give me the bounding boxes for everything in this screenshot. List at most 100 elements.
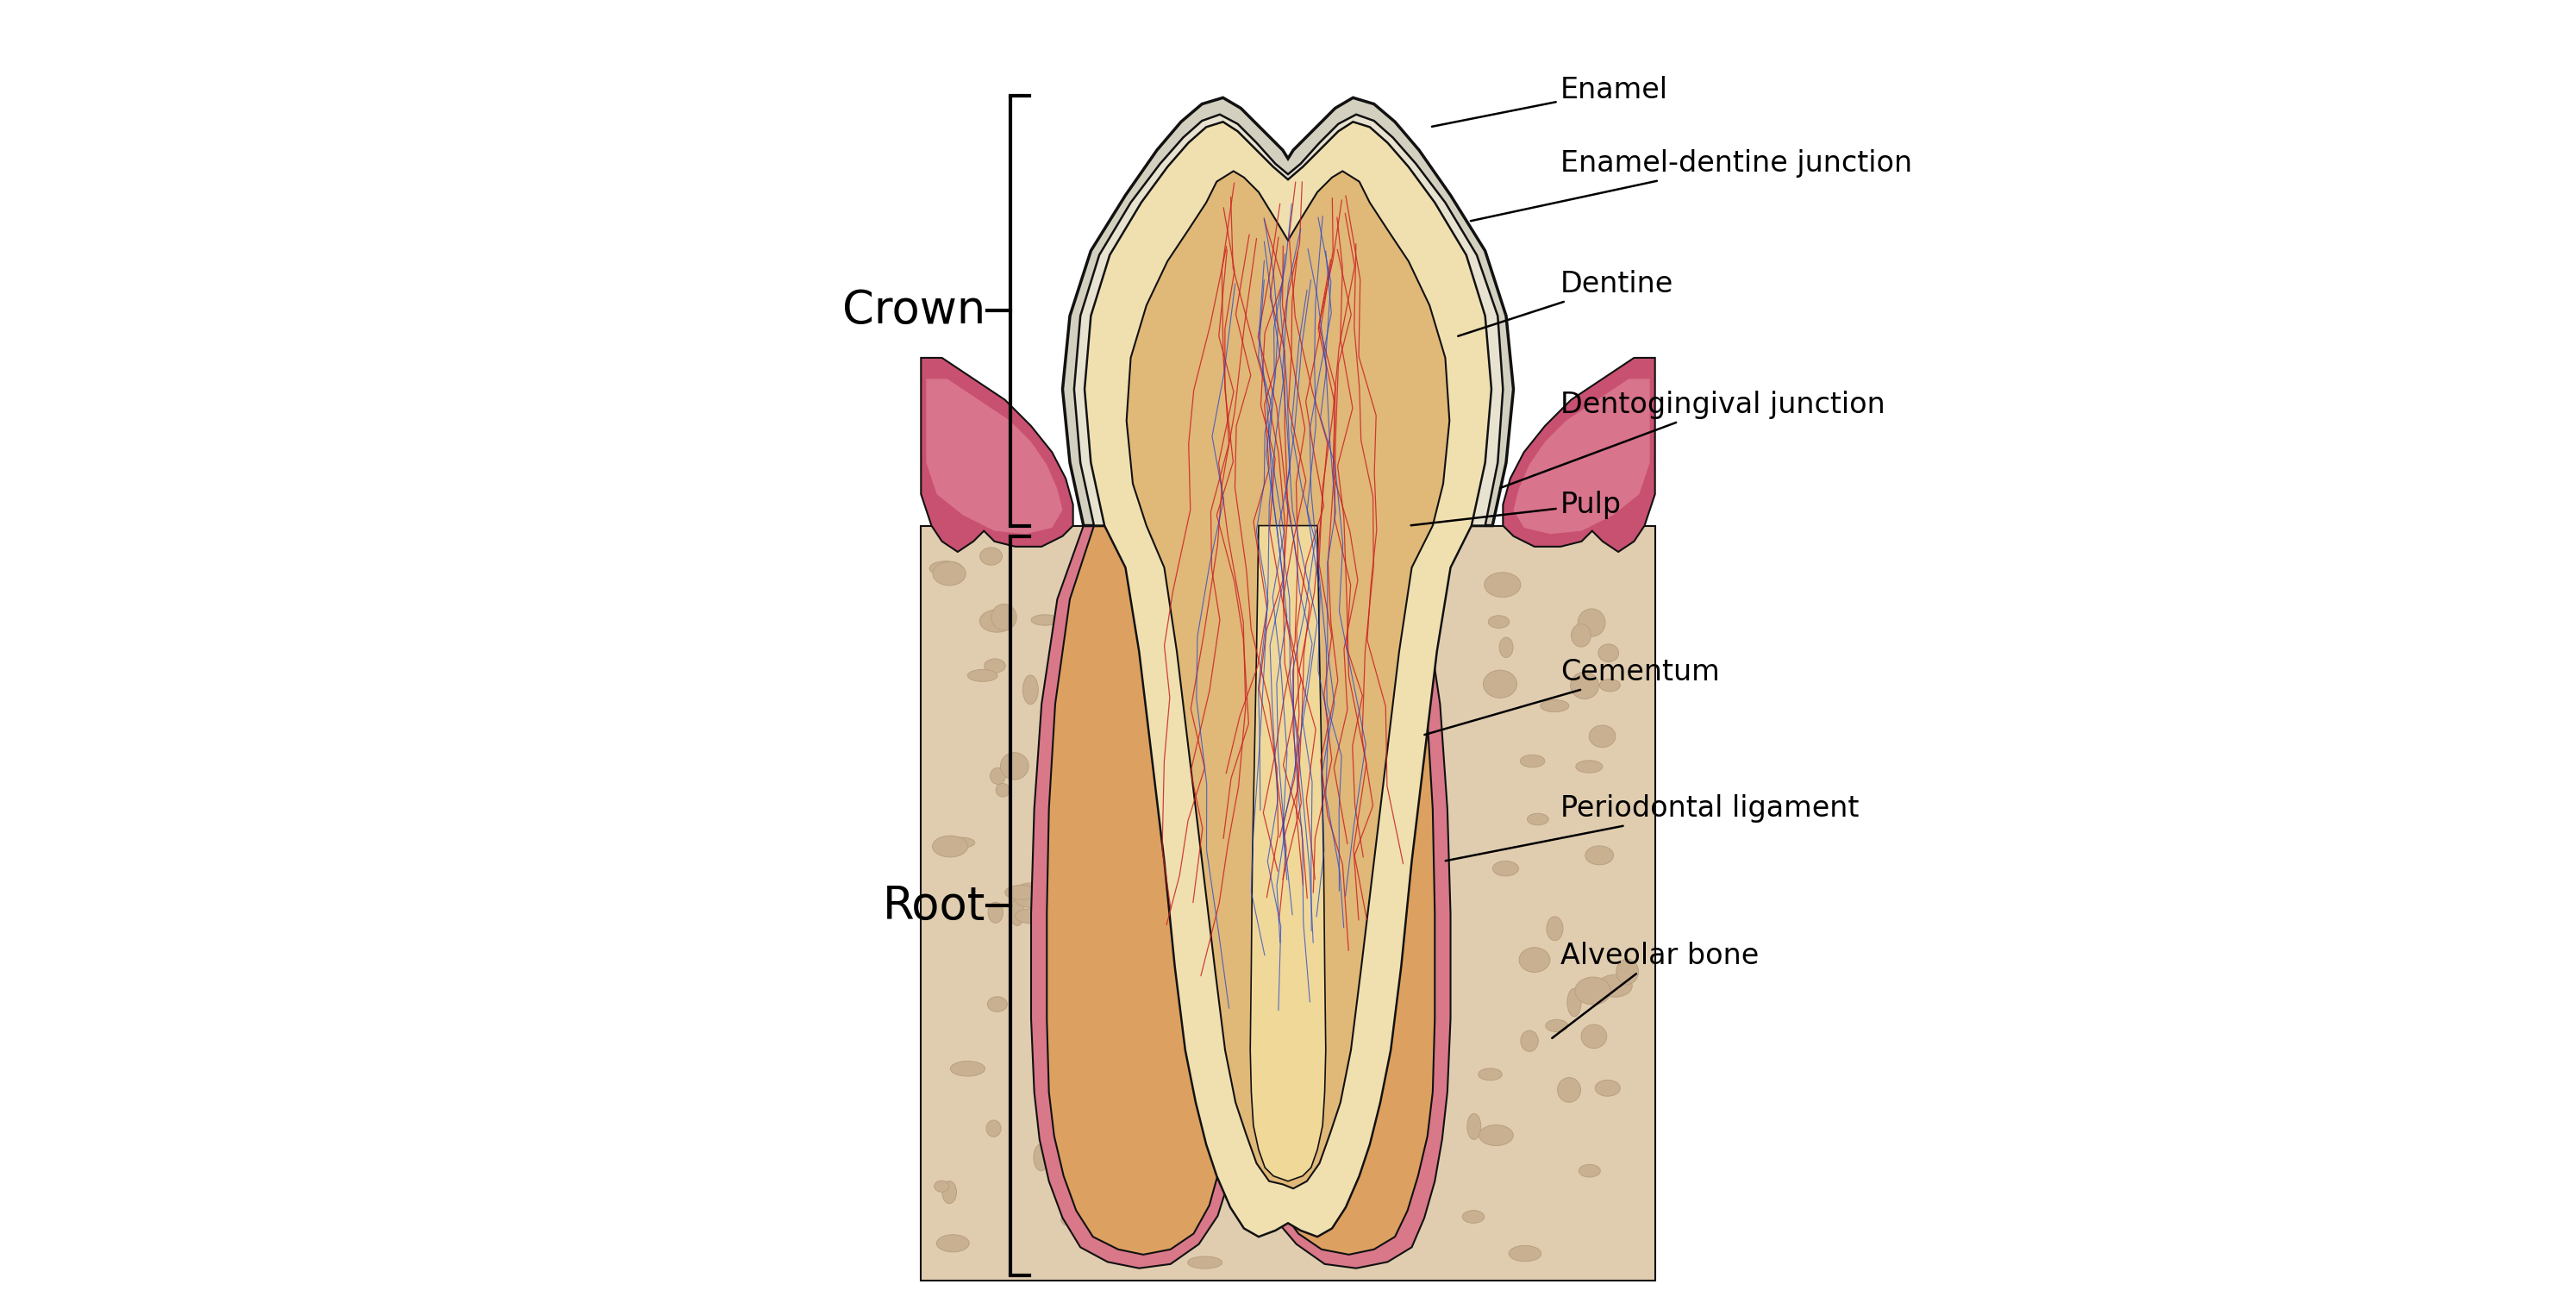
Ellipse shape [1278, 1100, 1306, 1113]
Ellipse shape [969, 670, 997, 681]
Ellipse shape [1118, 1234, 1146, 1253]
Ellipse shape [1350, 1132, 1365, 1161]
Ellipse shape [1571, 624, 1592, 646]
Ellipse shape [997, 783, 1010, 797]
Ellipse shape [1574, 977, 1610, 1005]
Polygon shape [1242, 525, 1435, 1255]
Ellipse shape [1584, 846, 1613, 865]
Text: Periodontal ligament: Periodontal ligament [1445, 795, 1860, 861]
Ellipse shape [1546, 1019, 1569, 1032]
Ellipse shape [1579, 609, 1605, 637]
Polygon shape [1515, 379, 1649, 534]
Ellipse shape [1615, 959, 1638, 984]
Ellipse shape [1520, 754, 1546, 767]
Text: Dentine: Dentine [1458, 270, 1674, 336]
Ellipse shape [1510, 1246, 1540, 1261]
Ellipse shape [1041, 945, 1064, 967]
Ellipse shape [1499, 637, 1512, 658]
Ellipse shape [1600, 679, 1620, 692]
Ellipse shape [1298, 1124, 1334, 1149]
Ellipse shape [999, 753, 1028, 779]
Ellipse shape [935, 1181, 948, 1192]
Ellipse shape [1484, 670, 1517, 698]
Polygon shape [1074, 115, 1502, 525]
Ellipse shape [1468, 1114, 1481, 1139]
Polygon shape [1084, 121, 1492, 1237]
Ellipse shape [1589, 726, 1615, 748]
Ellipse shape [1463, 1210, 1484, 1224]
Ellipse shape [933, 835, 969, 857]
Ellipse shape [1492, 861, 1517, 876]
Ellipse shape [1520, 947, 1551, 972]
Ellipse shape [1082, 1208, 1103, 1221]
Ellipse shape [1566, 989, 1582, 1016]
Ellipse shape [945, 838, 974, 848]
Ellipse shape [1059, 893, 1084, 904]
Ellipse shape [1363, 1199, 1376, 1218]
Ellipse shape [1352, 1161, 1370, 1178]
Ellipse shape [979, 547, 1002, 566]
Ellipse shape [1582, 1024, 1607, 1049]
Ellipse shape [1540, 700, 1569, 711]
Ellipse shape [1211, 1138, 1226, 1153]
Ellipse shape [930, 562, 963, 576]
Ellipse shape [1188, 1066, 1221, 1083]
Ellipse shape [984, 659, 1005, 672]
Ellipse shape [1558, 1078, 1582, 1102]
Text: Cementum: Cementum [1425, 658, 1721, 735]
Text: Alveolar bone: Alveolar bone [1553, 942, 1759, 1038]
Ellipse shape [1023, 675, 1038, 705]
Polygon shape [922, 358, 1074, 552]
Text: Dentogingival junction: Dentogingival junction [1499, 391, 1886, 489]
Polygon shape [927, 379, 1061, 534]
Ellipse shape [1061, 1214, 1077, 1226]
Ellipse shape [1571, 672, 1600, 698]
Bar [922, 525, 1654, 1281]
Ellipse shape [933, 562, 966, 585]
Ellipse shape [1358, 1186, 1373, 1209]
Ellipse shape [1595, 1080, 1620, 1096]
Text: Crown: Crown [842, 288, 987, 334]
Ellipse shape [1015, 908, 1051, 924]
Text: Root: Root [884, 883, 987, 929]
Ellipse shape [1376, 1101, 1404, 1115]
Ellipse shape [1010, 898, 1025, 926]
Ellipse shape [979, 610, 1015, 632]
Polygon shape [1046, 525, 1229, 1255]
Text: Enamel-dentine junction: Enamel-dentine junction [1471, 150, 1911, 222]
Polygon shape [1249, 525, 1327, 1182]
Polygon shape [1061, 98, 1515, 525]
Ellipse shape [1188, 1256, 1221, 1269]
Ellipse shape [1484, 572, 1520, 597]
Polygon shape [1502, 358, 1654, 552]
Ellipse shape [1386, 1141, 1401, 1164]
Ellipse shape [987, 997, 1007, 1011]
Polygon shape [1126, 171, 1450, 1188]
Ellipse shape [1528, 813, 1548, 825]
Ellipse shape [1577, 761, 1602, 773]
Ellipse shape [1479, 1124, 1512, 1145]
Ellipse shape [1365, 1226, 1388, 1248]
Ellipse shape [1327, 1234, 1350, 1255]
Ellipse shape [1520, 1031, 1538, 1052]
Ellipse shape [989, 767, 1005, 784]
Text: Pulp: Pulp [1412, 490, 1623, 525]
Ellipse shape [1479, 1068, 1502, 1080]
Ellipse shape [1059, 741, 1079, 753]
Ellipse shape [1012, 883, 1046, 907]
Ellipse shape [943, 1181, 956, 1204]
Ellipse shape [1033, 1144, 1048, 1171]
Ellipse shape [987, 1121, 1002, 1136]
Polygon shape [1231, 525, 1450, 1268]
Ellipse shape [1170, 1173, 1188, 1197]
Ellipse shape [1216, 1079, 1236, 1104]
Ellipse shape [1579, 1165, 1600, 1177]
Ellipse shape [989, 902, 1002, 923]
Ellipse shape [1216, 1101, 1234, 1118]
Ellipse shape [1030, 615, 1059, 625]
Polygon shape [1030, 525, 1242, 1268]
Ellipse shape [1546, 916, 1564, 941]
Ellipse shape [1005, 885, 1036, 899]
Ellipse shape [1597, 644, 1618, 662]
Ellipse shape [938, 1235, 969, 1252]
